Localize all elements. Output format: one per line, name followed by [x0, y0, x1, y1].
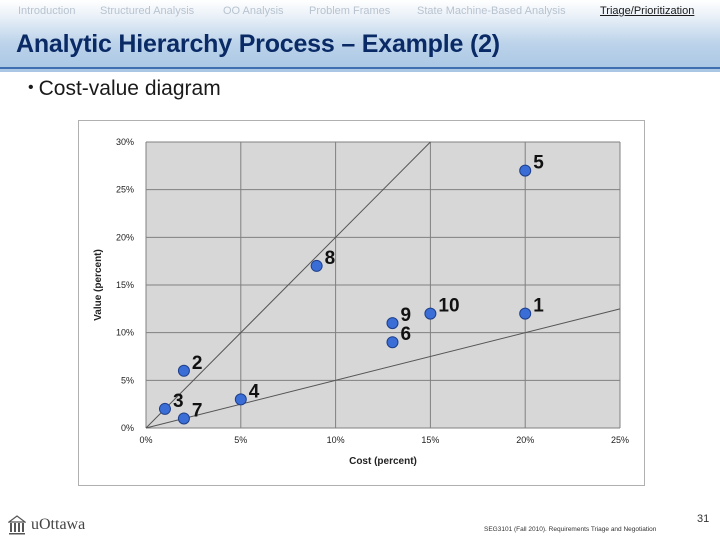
x-tick-label: 15% — [421, 435, 439, 445]
reference-line — [145, 141, 431, 429]
nav-tab-triage-prioritization[interactable]: Triage/Prioritization — [600, 5, 695, 17]
x-tick-label: 25% — [611, 435, 629, 445]
building-icon — [8, 515, 26, 535]
bullet-item: • Cost-value diagram — [28, 77, 221, 101]
data-point — [177, 412, 190, 425]
point-label: 8 — [325, 248, 336, 269]
y-tick-label: 5% — [121, 375, 134, 385]
point-label: 10 — [438, 296, 459, 317]
data-point — [424, 307, 437, 320]
data-point — [519, 164, 532, 177]
data-point — [386, 317, 399, 330]
point-label: 6 — [400, 324, 411, 345]
data-point — [158, 402, 171, 415]
data-point — [177, 364, 190, 377]
reference-line — [145, 308, 621, 429]
nav-tab-state-machine-analysis[interactable]: State Machine-Based Analysis — [417, 5, 566, 17]
point-label: 3 — [173, 391, 184, 412]
y-tick-label: 0% — [121, 423, 134, 433]
cost-value-chart: 0% 5% 10% 15% 20% 25% 0% 5% 10% 15% 20% 25% 30% 1 2 3 4 5… — [78, 120, 645, 486]
data-point — [386, 336, 399, 349]
point-label: 1 — [533, 296, 544, 317]
y-tick-label: 20% — [116, 232, 134, 242]
bullet-text: Cost-value diagram — [38, 77, 221, 100]
y-tick-label: 10% — [116, 328, 134, 338]
chart-svg: 0% 5% 10% 15% 20% 25%0%5%10%15%20%25%30%123 45… — [93, 137, 629, 467]
point-label: 7 — [192, 400, 203, 421]
nav-tab-oo-analysis[interactable]: OO Analysis — [223, 5, 284, 17]
bullet-dot: • — [28, 79, 34, 96]
data-point — [519, 307, 532, 320]
data-point — [234, 393, 247, 406]
nav-tab-structured-analysis[interactable]: Structured Analysis — [100, 5, 195, 17]
footer-text: SEG3101 (Fall 2010). Requirements Triage… — [484, 526, 657, 533]
point-label: 9 — [400, 305, 411, 326]
x-axis-label: Cost (percent) — [349, 456, 417, 467]
x-tick-label: 0% — [139, 435, 152, 445]
point-label: 2 — [192, 353, 203, 374]
y-tick-label: 30% — [116, 137, 134, 147]
y-axis-label: Value (percent) — [93, 249, 104, 321]
uottawa-logo: uOttawa — [8, 515, 85, 537]
y-tick-label: 15% — [116, 280, 134, 290]
y-tick-label: 25% — [116, 185, 134, 195]
page-title: Analytic Hierarchy Process – Example (2) — [16, 30, 500, 58]
point-label: 5 — [533, 153, 544, 174]
header-band — [0, 0, 720, 72]
nav-tab-problem-frames[interactable]: Problem Frames — [309, 5, 391, 17]
logo-text: uOttawa — [31, 516, 86, 533]
point-label: 4 — [249, 381, 260, 402]
section-nav: Introduction Structured Analysis OO Anal… — [0, 0, 720, 20]
title-rule — [0, 67, 720, 69]
x-tick-label: 20% — [516, 435, 534, 445]
page-number: 31 — [697, 513, 710, 525]
nav-tab-introduction[interactable]: Introduction — [18, 5, 76, 17]
x-tick-label: 10% — [327, 435, 345, 445]
data-point — [310, 259, 323, 272]
x-tick-label: 5% — [234, 435, 247, 445]
